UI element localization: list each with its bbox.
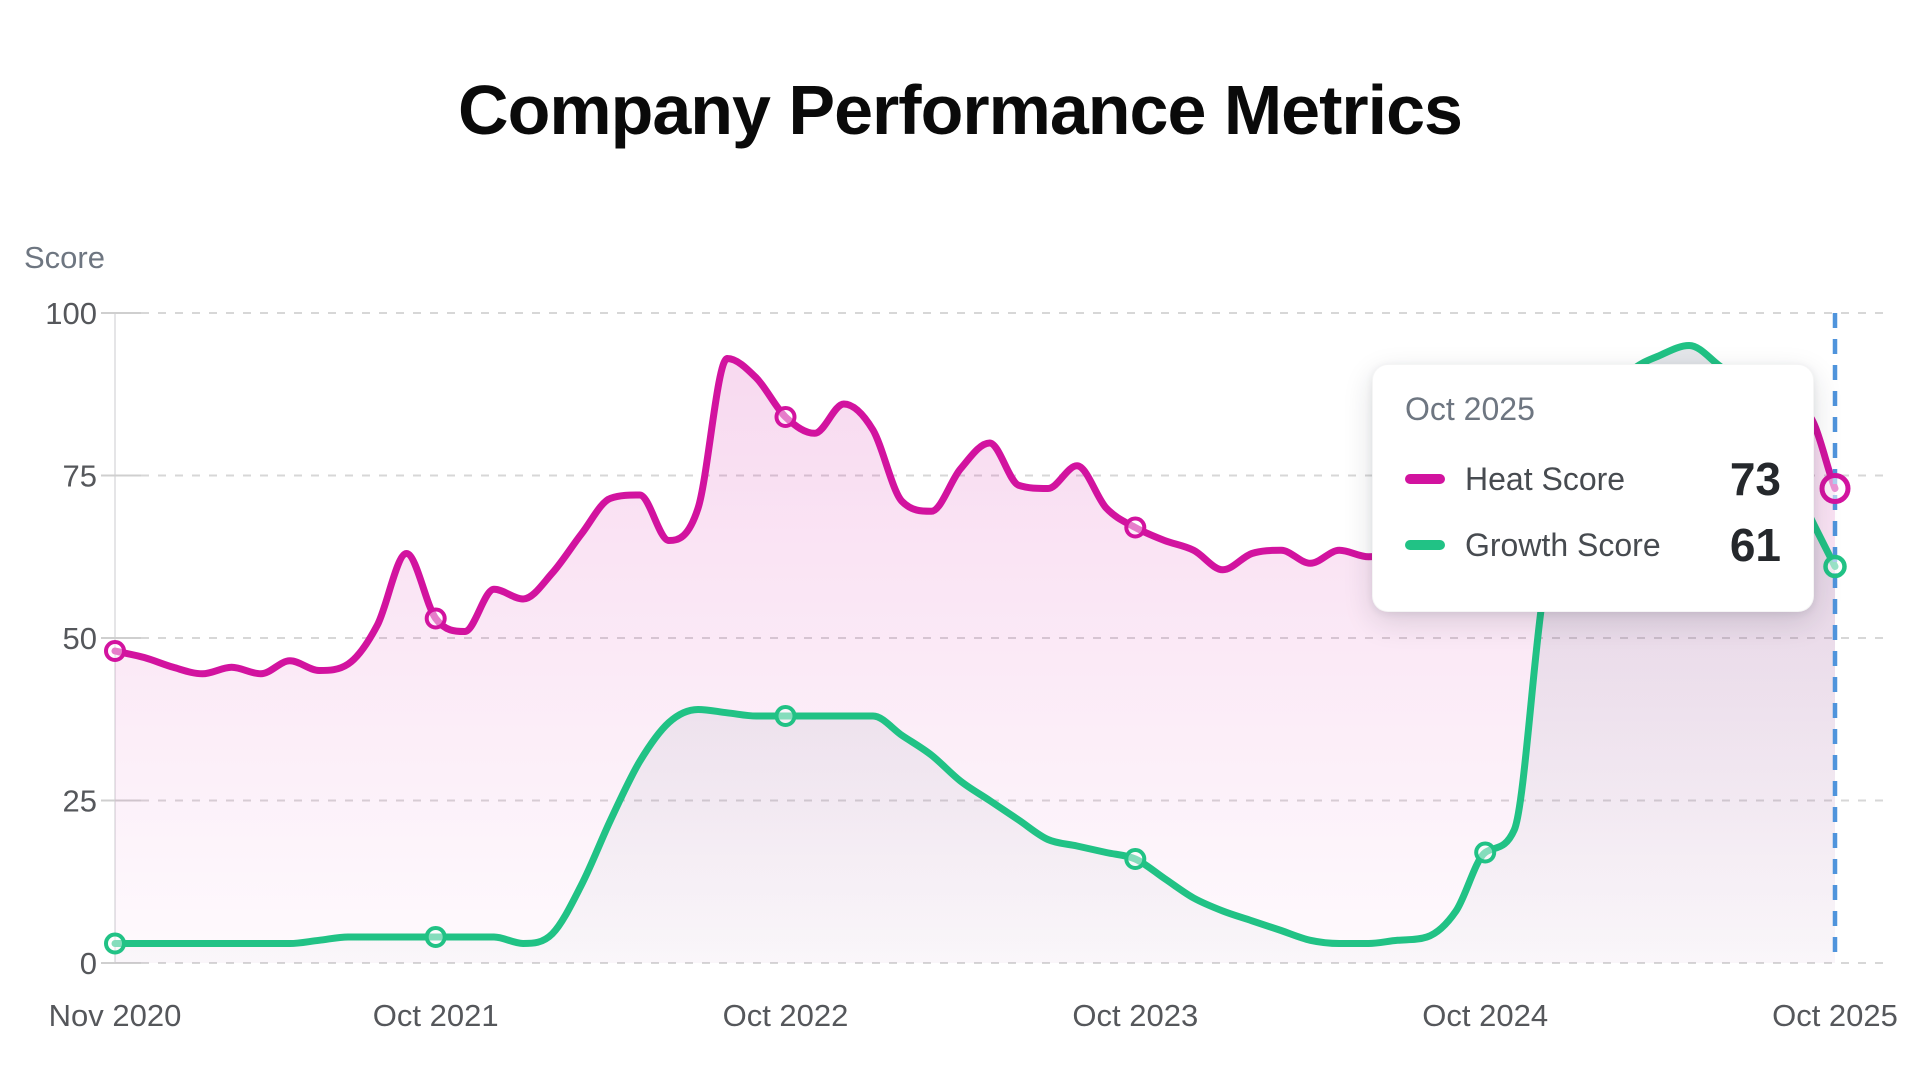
heat-score-area [115,358,1835,963]
growth-year-marker [104,932,126,955]
y-tick-label: 50 [63,621,97,656]
chart-tooltip: Oct 2025 Heat Score 73 Growth Score 61 [1372,364,1814,612]
growth-year-marker [424,926,447,948]
heat-year-marker [104,640,126,662]
y-tick-label: 100 [45,296,97,331]
x-tick-label: Oct 2021 [373,998,499,1033]
heat-hover-marker[interactable] [1819,473,1851,504]
heat-year-marker [1124,516,1147,539]
tooltip-row-heat: Heat Score 73 [1405,450,1781,508]
x-tick-label: Oct 2022 [723,998,849,1033]
heat-year-marker [424,607,447,630]
x-tick-label: Nov 2020 [49,998,182,1033]
y-tick-label: 75 [63,459,97,494]
heat-score-label: Heat Score [1465,460,1626,497]
heat-score-value: 73 [1729,453,1781,505]
y-tick-label: 25 [63,784,97,819]
y-axis-title: Score [24,240,105,275]
tooltip-row-growth: Growth Score 61 [1405,516,1781,574]
growth-hover-marker[interactable] [1823,554,1847,579]
y-tick-label: 0 [80,946,97,981]
x-tick-label: Oct 2023 [1072,998,1198,1033]
x-tick-label: Oct 2024 [1422,998,1548,1033]
x-tick-label: Oct 2025 [1772,998,1898,1033]
heat-year-marker [774,406,797,428]
heat-score-swatch [1405,474,1445,484]
x-axis: Nov 2020 Oct 2021 Oct 2022 Oct 2023 Oct 2024… [49,998,1898,1033]
growth-score-value: 61 [1729,519,1781,571]
growth-year-marker [1474,841,1497,864]
growth-score-label: Growth Score [1465,526,1661,563]
growth-year-marker [774,705,797,727]
tooltip-date: Oct 2025 [1405,391,1535,427]
page-title: Company Performance Metrics [458,71,1463,149]
growth-year-marker [1124,848,1147,870]
growth-score-swatch [1405,540,1445,550]
